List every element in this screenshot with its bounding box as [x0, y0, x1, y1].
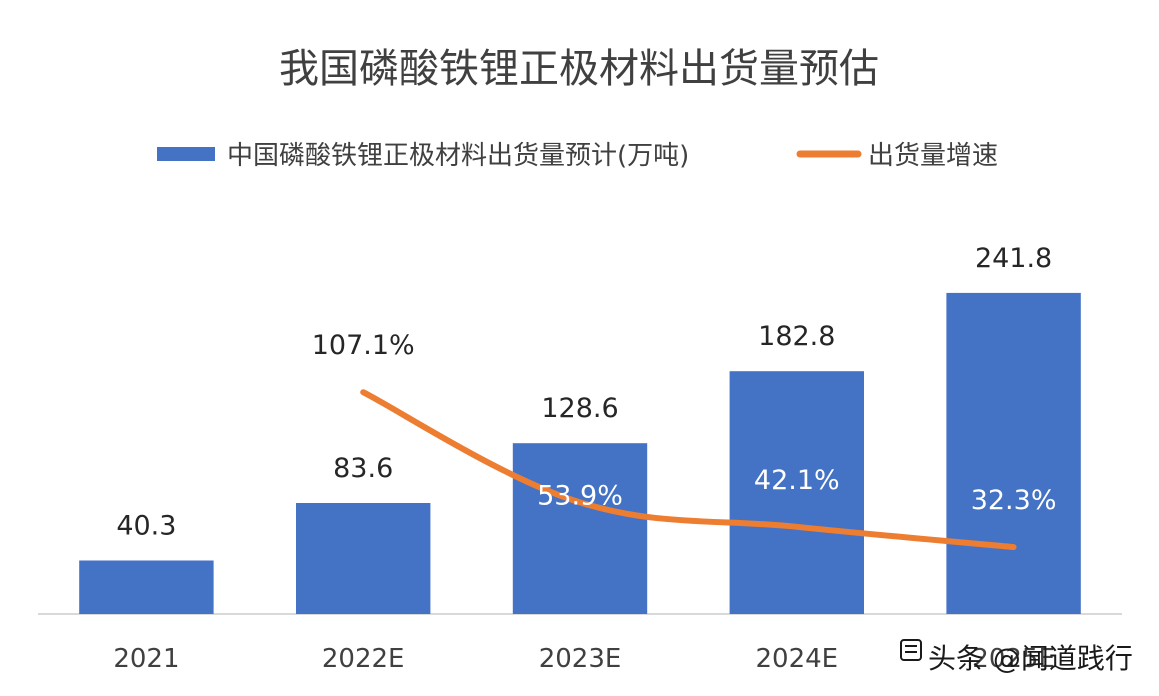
bar-value-label: 40.3: [116, 511, 176, 542]
x-tick-label: 2022E: [322, 644, 405, 674]
legend-line-label: 出货量增速: [868, 141, 998, 171]
growth-value-label: 32.3%: [971, 485, 1057, 516]
watermark: 头条 @闻道践行: [900, 639, 1133, 675]
growth-rate-line: [360, 389, 1017, 551]
bar-value-labels: 40.3 83.6 128.6 182.8 241.8: [116, 243, 1052, 542]
bar-2025E: [946, 292, 1081, 614]
bar-2022E: [296, 503, 431, 614]
feed-icon: [900, 639, 922, 661]
x-tick-label: 2023E: [539, 644, 622, 674]
bar-series: [79, 292, 1081, 614]
bar-2024E: [729, 371, 864, 614]
legend-bar-swatch: [157, 147, 215, 161]
x-axis-tick-labels: 2021 2022E 2023E 2024E 2025E: [113, 644, 1055, 674]
growth-value-label: 53.9%: [537, 480, 623, 511]
bar-2021: [79, 560, 214, 614]
x-tick-label: 2021: [113, 644, 179, 674]
bar-value-label: 241.8: [975, 243, 1052, 274]
bar-value-label: 83.6: [333, 453, 393, 484]
watermark-text: 头条 @闻道践行: [928, 642, 1133, 675]
bar-value-label: 182.8: [758, 321, 835, 352]
legend: 中国磷酸铁锂正极材料出货量预计(万吨) 出货量增速: [157, 141, 998, 171]
growth-value-label: 107.1%: [312, 330, 415, 361]
x-tick-label: 2025E: [972, 644, 1055, 674]
legend-bar-label: 中国磷酸铁锂正极材料出货量预计(万吨): [227, 141, 689, 171]
bar-2023E: [512, 443, 648, 614]
growth-rate-labels: 107.1% 53.9% 42.1% 32.3%: [312, 330, 1057, 516]
x-tick-label: 2024E: [755, 644, 838, 674]
bar-value-label: 128.6: [541, 393, 618, 424]
growth-value-label: 42.1%: [754, 465, 840, 496]
chart-title: 我国磷酸铁锂正极材料出货量预估: [279, 46, 879, 92]
